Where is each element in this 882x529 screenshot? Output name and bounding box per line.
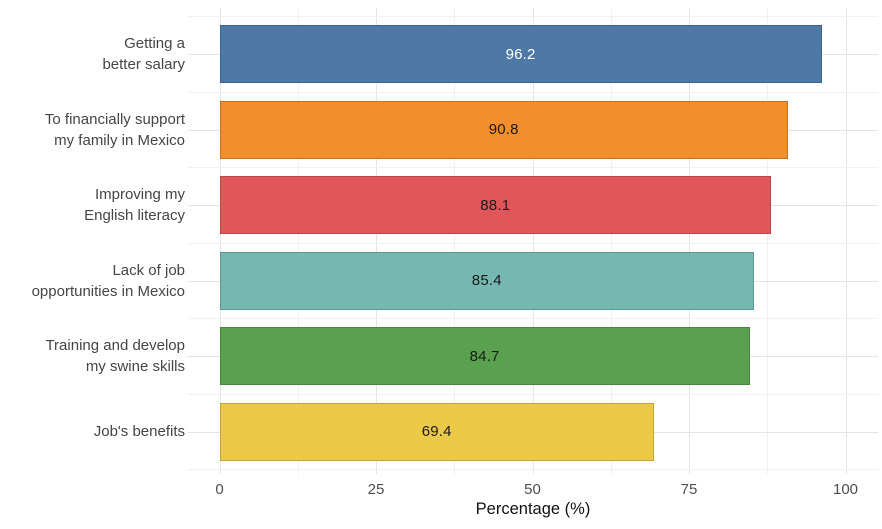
bar-4: 84.7 [219,327,750,385]
gridline-vertical-major [845,8,847,474]
bar-value-label: 69.4 [421,423,452,440]
bar-1: 90.8 [219,100,788,159]
gridline-vertical-minor [297,8,299,474]
gridline-vertical-major [689,8,690,474]
gridline-vertical-minor [767,8,769,474]
gridline-vertical-major [219,8,221,474]
bar-value-label: 88.1 [480,196,511,214]
gridline-vertical-minor [610,8,612,474]
category-label-3: Lack of job opportunities in Mexico [31,261,185,300]
bar-2: 88.1 [219,176,771,234]
gridline-horizontal-minor [188,167,878,169]
x-tick-label-50: 50 [524,481,541,498]
category-label-1: To financially support my family in Mexic… [44,110,185,149]
gridline-horizontal-minor [188,318,878,320]
x-tick-label-75: 75 [680,481,698,498]
gridline-vertical-major [532,8,534,474]
gridline-vertical-minor [454,8,456,474]
bar-3: 85.4 [219,251,755,310]
gridline-horizontal-minor [188,469,878,471]
x-tick-label-0: 0 [215,481,224,498]
gridline-horizontal-minor [188,393,878,395]
bar-5: 69.4 [219,402,654,461]
category-label-5: Job's benefits [93,423,185,440]
gridline-horizontal-minor [188,16,878,18]
gridline-horizontal-minor [188,91,878,93]
category-label-0: Getting a better salary [102,35,185,73]
gridline-horizontal-minor [188,242,878,244]
x-tick-label-25: 25 [367,481,385,498]
category-label-4: Training and develop my swine skills [45,337,185,375]
category-label-2: Improving my English literacy [84,186,185,224]
x-axis-title: Percentage (%) [475,500,591,518]
bar-0: 96.2 [219,25,822,83]
gridline-vertical-major [376,8,377,474]
x-tick-label-100: 100 [832,481,859,498]
bar-value-label: 96.2 [505,45,536,63]
bar-value-label: 84.7 [469,347,500,365]
bar-value-label: 85.4 [471,272,502,289]
bar-value-label: 90.8 [488,121,519,138]
